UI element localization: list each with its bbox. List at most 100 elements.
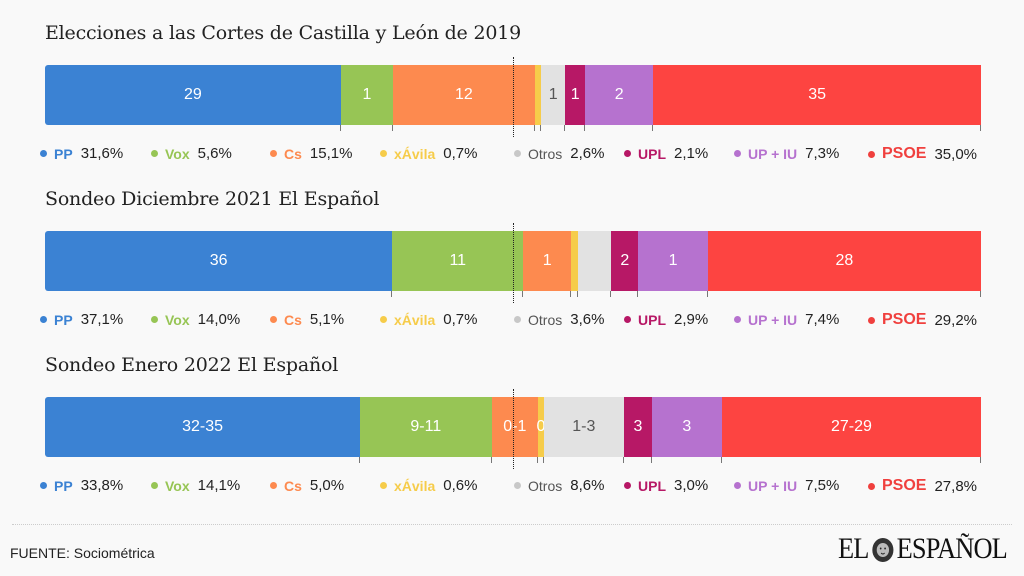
seat-label: 35 [808,86,827,103]
legend-dot-icon [270,150,277,157]
legend-party-name: Cs [284,477,302,494]
seat-label: 1 [570,86,580,103]
legend-dot-icon [514,316,521,323]
legend-party-name: UPL [638,477,666,494]
bar-segment-cs: 1 [523,231,572,291]
legend-item-psoe: PSOE 29,2% [868,311,977,329]
legend-party-name: xÁvila [394,311,436,328]
legend-dot-icon [40,316,47,323]
seat-label: 3 [682,418,692,435]
legend: PP 33,8% Vox 14,1% Cs 5,0% xÁvila 0,6% Otros 8,6%… [40,477,990,499]
legend-vote-pct: 27,8% [934,477,978,495]
bar-segment-cs: 12 [393,65,535,125]
legend-item-cs: Cs 5,1% [270,311,344,328]
seat-label: 27-29 [830,418,872,435]
majority-line [513,223,514,303]
legend-vote-pct: 7,5% [805,477,840,494]
segment-tick [637,291,639,297]
legend-item-xavila: xÁvila 0,6% [380,477,477,494]
legend-dot-icon [151,482,158,489]
legend-party-name: Vox [165,477,190,494]
lion-icon [870,535,895,563]
bar-segment-up-iu: 1 [638,231,708,291]
segment-tick [570,291,572,297]
legend-vote-pct: 5,0% [309,477,345,494]
segment-tick [720,457,722,463]
legend-item-xavila: xÁvila 0,7% [380,311,477,328]
majority-line [513,389,514,469]
legend-party-name: UPL [638,145,666,162]
legend-vote-pct: 31,6% [80,145,124,162]
footer-divider [12,524,1012,525]
legend-vote-pct: 0,6% [443,477,478,494]
segment-tick [522,291,524,297]
seat-label: 11 [449,252,467,269]
legend-party-name: Otros [528,311,563,328]
stacked-bar: 29 1 12 1 1 2 35 [45,57,981,137]
legend-dot-icon [40,150,47,157]
segment-tick [980,457,981,463]
seat-label: 2 [620,252,630,269]
legend-item-pp: PP 33,8% [40,477,123,494]
segment-tick [392,125,394,131]
legend-vote-pct: 33,8% [80,477,124,494]
el-espanol-logo: EL ESPAÑOL [838,532,1008,566]
bar-segment-xavila [534,65,542,125]
segment-tick [540,125,542,131]
seat-label: 36 [209,252,228,269]
bar-segment-otros: 1 [541,65,566,125]
segment-tick [537,457,539,463]
legend-dot-icon [151,150,158,157]
legend-dot-icon [40,482,47,489]
bar-segment-cs: 0-1 [491,397,539,457]
legend-dot-icon [514,150,521,157]
stacked-bar: 32-35 9-11 0-1 0 1-3 3 3 27-29 [45,389,981,469]
legend-dot-icon [734,316,741,323]
bar-segment-pp: 32-35 [45,397,361,457]
legend-party-name: PP [54,311,73,328]
chart-title: Elecciones a las Cortes de Castilla y Le… [45,22,521,44]
seat-label: 1 [362,86,372,103]
legend-vote-pct: 37,1% [80,311,124,328]
legend-dot-icon [380,150,387,157]
legend-party-name: Vox [165,145,190,162]
segment-tick [564,125,566,131]
legend-vote-pct: 3,6% [570,311,605,328]
legend-dot-icon [868,150,875,158]
bar-segment-otros [577,231,612,291]
legend-vote-pct: 8,6% [570,477,605,494]
segment-tick [359,457,361,463]
segment-tick [584,125,586,131]
legend: PP 31,6% Vox 5,6% Cs 15,1% xÁvila 0,7% Otros 2,6%… [40,145,990,167]
legend-party-name: UP + IU [748,477,798,494]
legend-party-name: Otros [528,145,563,162]
legend-item-up-iu: UP + IU 7,4% [734,311,839,328]
legend-dot-icon [514,482,521,489]
bar-segment-vox: 9-11 [360,397,492,457]
bar-segment-xavila [571,231,578,291]
bar-segment-up-iu: 2 [585,65,654,125]
seat-label: 28 [835,252,854,269]
bar-segment-vox: 1 [340,65,394,125]
legend-dot-icon [624,316,631,323]
bar-segment-vox: 11 [392,231,524,291]
legend-item-psoe: PSOE 27,8% [868,477,977,495]
legend-item-otros: Otros 3,6% [514,311,604,328]
bar-segment-otros: 1-3 [543,397,624,457]
legend-vote-pct: 5,1% [309,311,345,328]
legend-party-name: PP [54,477,73,494]
seat-label: 32-35 [182,418,223,435]
segment-tick [533,125,535,131]
bar-segment-psoe: 27-29 [721,397,981,457]
legend-item-psoe: PSOE 35,0% [868,145,977,163]
legend-item-upl: UPL 3,0% [624,477,708,494]
legend-item-up-iu: UP + IU 7,3% [734,145,839,162]
legend-dot-icon [734,482,741,489]
legend-party-name: PSOE [882,477,927,494]
legend-dot-icon [624,150,631,157]
segment-tick [490,457,492,463]
legend-dot-icon [734,150,741,157]
chart-title: Sondeo Enero 2022 El Español [45,354,339,376]
bar-segment-psoe: 35 [653,65,981,125]
legend-party-name: UPL [638,311,666,328]
